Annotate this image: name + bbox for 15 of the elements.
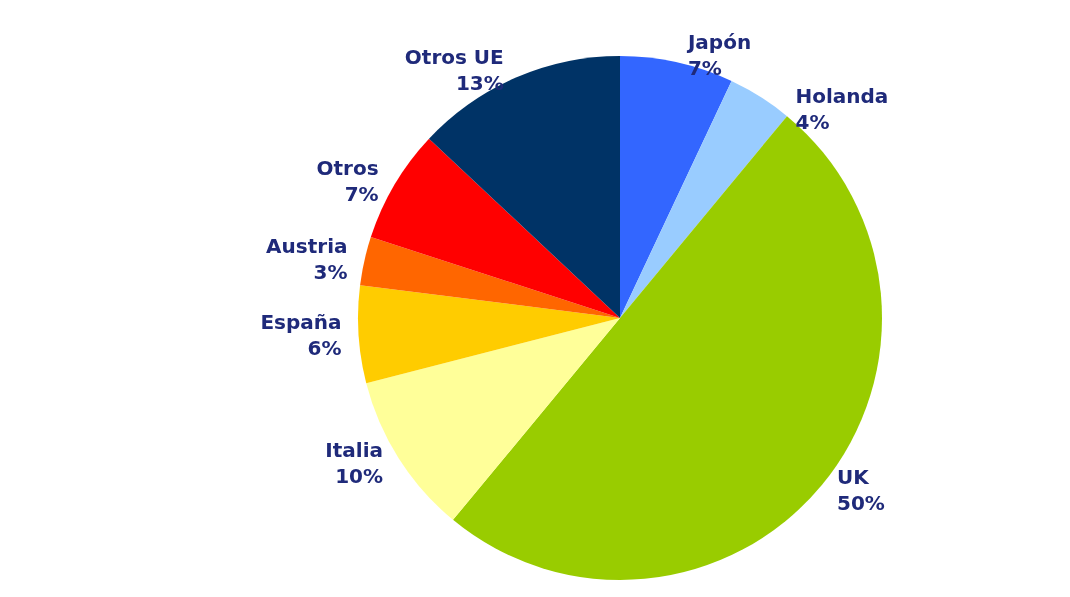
slice-label: UK (837, 465, 871, 490)
slice-label: Otros (316, 155, 379, 180)
slice-label: Austria (266, 234, 348, 259)
slice-label: España (260, 309, 342, 334)
data-label: 6% (307, 335, 342, 360)
slice-label: Otros UE (404, 45, 504, 70)
data-label: 7% (344, 181, 379, 206)
slice-label: Italia (325, 437, 384, 462)
data-label: 3% (313, 260, 348, 285)
data-label: 4% (795, 109, 830, 134)
slice-label: Holanda (795, 83, 889, 108)
data-label: 50% (837, 491, 885, 516)
data-label: 13% (455, 71, 504, 96)
slice-label: Japón (685, 29, 752, 54)
data-label: 10% (335, 463, 384, 488)
